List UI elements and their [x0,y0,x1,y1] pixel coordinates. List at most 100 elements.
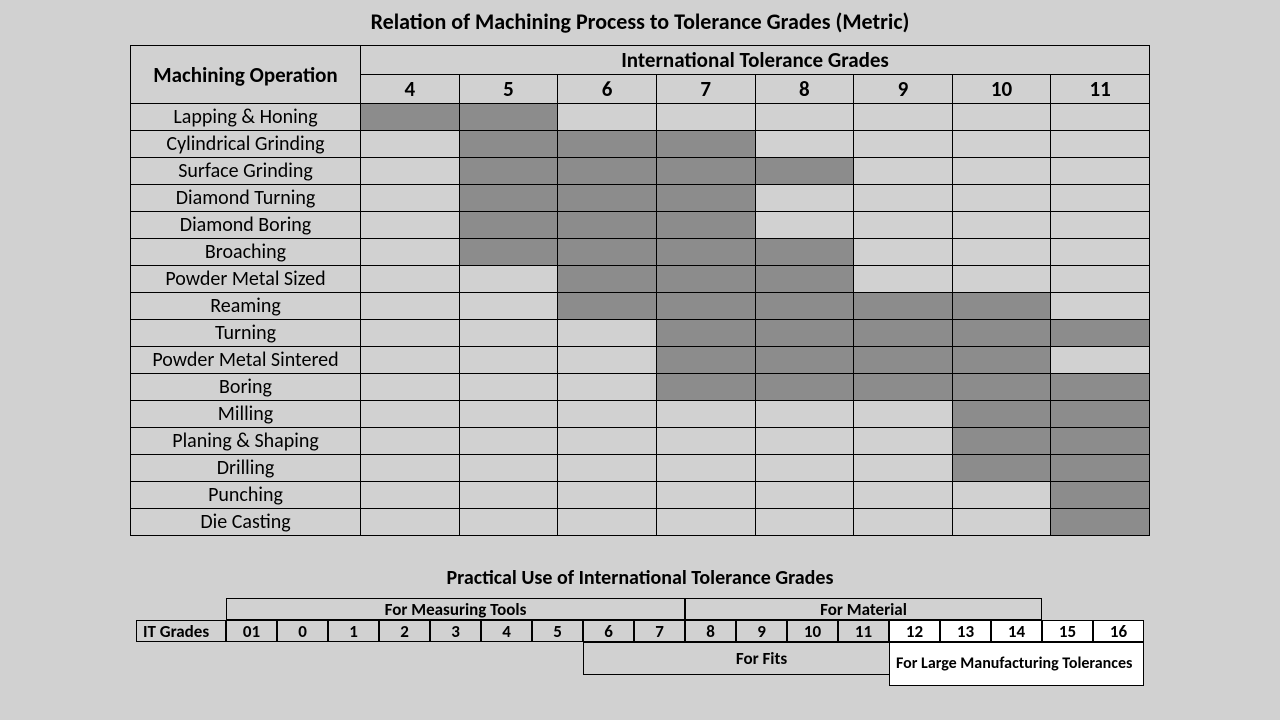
table-row: Diamond Boring [131,212,1150,239]
grade-cell [952,428,1051,455]
table-row: Surface Grinding [131,158,1150,185]
grade-cell [854,428,953,455]
grade-cell [1051,374,1150,401]
grade-cell [361,374,460,401]
operation-label: Planing & Shaping [131,428,361,455]
grade-header-11: 11 [1051,75,1150,104]
grade-cell [656,482,755,509]
grade-header-8: 8 [755,75,854,104]
grade-cell [854,293,953,320]
grade-cell [1051,455,1150,482]
grade-header-5: 5 [459,75,558,104]
operation-label: Broaching [131,239,361,266]
grade-cell [854,239,953,266]
table-row: Reaming [131,293,1150,320]
operation-label: Drilling [131,455,361,482]
it-grade-1: 1 [328,620,379,642]
it-grade-4: 4 [481,620,532,642]
grade-cell [755,239,854,266]
grade-cell [1051,104,1150,131]
grade-cell [656,266,755,293]
grade-cell [952,455,1051,482]
grade-cell [656,401,755,428]
grade-cell [459,482,558,509]
grade-cell [656,428,755,455]
grade-cell [1051,212,1150,239]
grade-cell [656,185,755,212]
grade-cell [952,374,1051,401]
grade-cell [1051,401,1150,428]
grade-cell [361,320,460,347]
grade-cell [755,131,854,158]
grade-cell [459,239,558,266]
grade-cell [361,482,460,509]
table-row: Die Casting [131,509,1150,536]
grade-header-10: 10 [952,75,1051,104]
grade-cell [361,428,460,455]
grade-cell [952,131,1051,158]
grade-cell [854,212,953,239]
grade-cell [854,509,953,536]
grade-cell [755,428,854,455]
table-row: Cylindrical Grinding [131,131,1150,158]
grade-cell [361,104,460,131]
grade-cell [558,239,657,266]
grade-cell [755,293,854,320]
it-grade-10: 10 [787,620,838,642]
grade-cell [1051,266,1150,293]
grade-cell [558,428,657,455]
grade-cell [1051,131,1150,158]
it-grade-8: 8 [685,620,736,642]
grade-cell [755,482,854,509]
grade-cell [952,158,1051,185]
operation-label: Boring [131,374,361,401]
operation-label: Lapping & Honing [131,104,361,131]
grade-cell [854,401,953,428]
operation-label: Surface Grinding [131,158,361,185]
grade-cell [854,104,953,131]
grade-cell [459,374,558,401]
grade-cell [755,104,854,131]
grade-cell [558,293,657,320]
grade-cell [1051,158,1150,185]
grade-cell [459,185,558,212]
table-row: Powder Metal Sized [131,266,1150,293]
grade-cell [1051,428,1150,455]
grade-cell [755,158,854,185]
grade-cell [656,158,755,185]
it-grade-01: 01 [226,620,277,642]
table-row: Milling [131,401,1150,428]
grade-cell [755,266,854,293]
grade-cell [361,239,460,266]
grade-cell [952,104,1051,131]
grade-cell [361,347,460,374]
table-row: Broaching [131,239,1150,266]
it-grade-6: 6 [583,620,634,642]
operation-label: Turning [131,320,361,347]
operation-label: Die Casting [131,509,361,536]
grade-cell [361,158,460,185]
grade-cell [854,266,953,293]
operation-label: Milling [131,401,361,428]
grade-cell [854,455,953,482]
it-grade-12: 12 [889,620,940,642]
grade-cell [952,266,1051,293]
it-grade-5: 5 [532,620,583,642]
operation-header: Machining Operation [131,46,361,104]
grade-cell [459,293,558,320]
tolerance-table: Machining Operation International Tolera… [130,45,1150,536]
grade-cell [558,509,657,536]
grade-cell [459,158,558,185]
grade-cell [459,401,558,428]
grade-cell [459,212,558,239]
grade-cell [558,104,657,131]
grade-cell [854,185,953,212]
grade-cell [459,509,558,536]
it-grade-9: 9 [736,620,787,642]
grade-cell [558,320,657,347]
operation-label: Powder Metal Sized [131,266,361,293]
for-fits-bar: For Fits [583,642,940,675]
grade-cell [854,482,953,509]
grade-cell [755,347,854,374]
operation-label: Reaming [131,293,361,320]
